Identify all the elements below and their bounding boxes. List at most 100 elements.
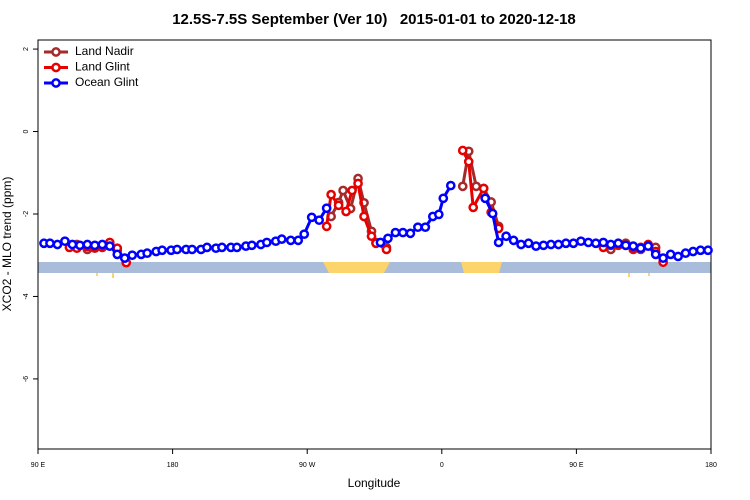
data-point [561,238,571,249]
data-point [628,241,639,251]
data-point [665,249,676,260]
x-tick-label: 90 E [569,462,584,469]
y-tick-label: -4 [23,293,30,299]
data-point [119,253,130,263]
data-point [333,200,344,211]
data-point [583,237,594,248]
y-tick-label: 0 [23,129,30,133]
land-speck [628,273,630,277]
data-point [650,249,661,260]
data-point [538,240,549,251]
land-speck [96,273,98,276]
y-tick-label: -6 [23,376,30,382]
data-point [493,237,504,248]
data-point [217,242,227,253]
data-point [293,235,304,246]
data-point [468,202,479,213]
data-point [112,249,123,260]
data-point [635,243,646,254]
legend-label: Land Nadir [75,44,134,58]
data-point [605,239,616,250]
land-strip [461,262,502,273]
data-point [341,206,351,217]
data-point [375,237,386,248]
legend-swatch-marker [51,78,61,88]
data-point [321,203,332,214]
chart-title: 12.5S-7.5S September (Ver 10) 2015-01-01… [172,11,576,28]
land-speck [648,273,650,276]
data-point [680,248,691,259]
data-point [695,245,706,256]
data-point [127,250,138,261]
data-point [508,235,519,246]
data-point [433,209,444,220]
data-point [590,238,601,249]
land-speck [112,273,114,278]
y-tick-label: 2 [23,47,30,51]
data-point [643,241,654,251]
data-point [306,212,317,223]
data-point [688,246,698,257]
data-point [471,181,482,192]
plot-frame [37,39,712,450]
data-point [546,239,556,250]
data-point [232,242,242,253]
data-point [202,242,212,253]
x-tick-label: 90 E [31,462,46,469]
data-point [187,244,197,255]
data-point [553,239,564,250]
data-point [568,238,579,249]
data-point [347,185,357,196]
data-point [75,240,85,251]
surface-strip [38,262,711,278]
data-point [276,234,287,244]
x-axis-label: Longitude [348,476,401,490]
data-point [326,189,336,200]
legend-swatch-marker [51,47,61,57]
data-point [438,193,449,204]
data-point [516,239,526,250]
y-tick-label: -2 [23,211,30,217]
y-axis-label: XCO2 - MLO trend (ppm) [0,177,14,312]
data-point [501,231,511,242]
data-point [463,156,474,167]
data-point [480,193,491,204]
legend-label: Ocean Glint [75,75,139,89]
data-point [487,208,498,219]
data-point [381,244,392,255]
data-point [398,227,408,238]
data-point [299,229,310,240]
data-point [413,222,423,233]
data-point [45,238,55,249]
land-strip [323,262,390,273]
data-point [383,233,393,244]
legend-label: Land Glint [75,60,130,74]
data-point [321,221,332,232]
data-point [142,248,153,259]
data-point [172,244,182,255]
data-point [658,253,668,263]
data-point [82,239,93,250]
data-point [405,228,416,239]
data-point [390,227,401,238]
data-point [457,145,468,156]
data-point [478,183,489,194]
data-point [576,236,586,247]
x-tick-label: 90 W [299,462,316,469]
data-point [531,241,541,251]
data-point [613,238,624,249]
data-point [67,239,78,250]
data-point [104,241,115,251]
x-tick-label: 0 [440,462,444,469]
data-point [157,245,167,256]
data-point [60,236,70,247]
data-point [620,240,631,251]
data-point [523,238,534,249]
data-point [353,178,363,189]
data-point [359,211,369,222]
data-point [703,245,713,256]
data-point [338,185,348,196]
data-point [366,231,377,242]
data-point [285,235,296,246]
